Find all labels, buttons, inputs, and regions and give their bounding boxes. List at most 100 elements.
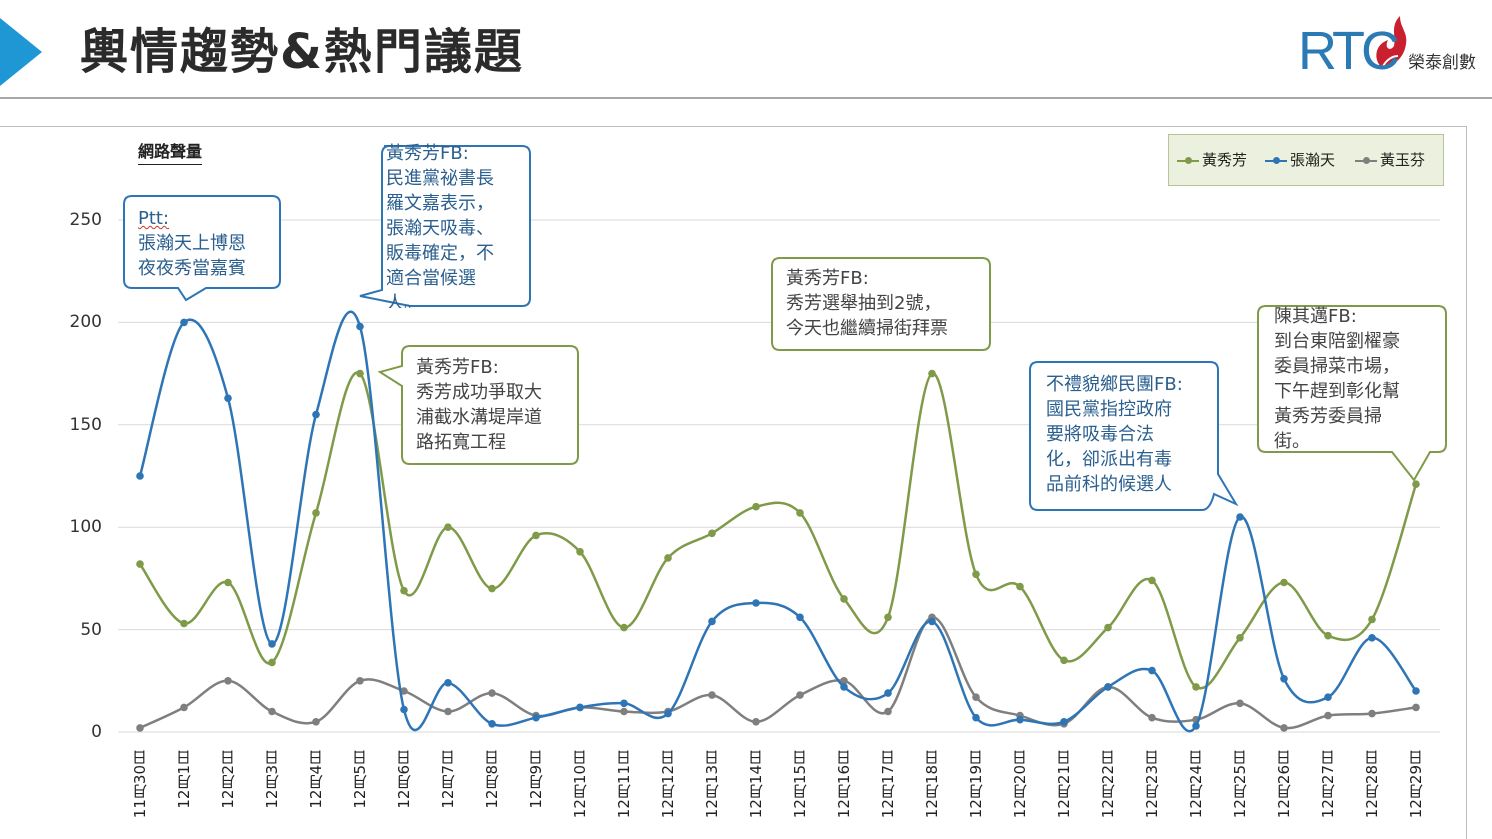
legend-line-icon xyxy=(1355,156,1377,164)
data-point xyxy=(796,691,804,699)
data-point xyxy=(576,703,584,712)
data-point xyxy=(488,584,496,593)
data-point xyxy=(972,570,980,579)
chart-legend: 黃秀芳 張瀚天 黃玉芬 xyxy=(1168,134,1444,186)
legend-item-huang-xiufang: 黃秀芳 xyxy=(1177,149,1247,170)
data-point xyxy=(708,691,716,699)
callout-text: 秀芳選舉抽到2號， 今天也繼續掃街拜票 xyxy=(786,293,948,339)
callout-fb-2: 黃秀芳FB: 秀芳成功爭取大 浦截水溝堤岸道 路拓寬工程 xyxy=(416,355,576,457)
callout-bubble-fb-1 xyxy=(359,145,531,307)
data-point xyxy=(136,724,144,732)
legend-item-zhang-hantian: 張瀚天 xyxy=(1265,149,1335,170)
series-line-huang-yufen xyxy=(139,616,1417,730)
data-point xyxy=(664,554,672,562)
y-tick-label: 150 xyxy=(69,415,102,435)
data-point xyxy=(356,322,364,331)
y-axis-label: 網路聲量 xyxy=(138,138,203,165)
data-point xyxy=(268,707,276,716)
data-point xyxy=(840,683,848,691)
data-point xyxy=(224,394,232,403)
data-point xyxy=(356,369,364,378)
data-point xyxy=(224,677,232,685)
x-tick-label: 12月21日 xyxy=(1055,750,1073,819)
callout-source: 黃秀芳FB: xyxy=(386,143,469,164)
data-point xyxy=(312,509,320,517)
callout-source: 陳其邁FB: xyxy=(1274,306,1357,327)
x-tick-label: 12月26日 xyxy=(1275,750,1293,819)
x-tick-label: 12月7日 xyxy=(439,750,457,809)
callout-ptt: Ptt: 張瀚天上博恩 夜夜秀當嘉賓 xyxy=(138,206,278,282)
data-point xyxy=(928,617,936,626)
data-point xyxy=(708,617,716,626)
data-point xyxy=(840,677,848,685)
x-tick-label: 12月13日 xyxy=(703,750,721,819)
y-tick-label: 250 xyxy=(69,210,102,230)
data-point xyxy=(1324,631,1332,640)
data-point xyxy=(1016,582,1024,591)
x-tick-label: 12月6日 xyxy=(395,750,413,809)
x-tick-label: 12月2日 xyxy=(219,750,237,809)
legend-line-icon xyxy=(1265,156,1287,164)
x-tick-label: 12月19日 xyxy=(967,750,985,819)
data-point xyxy=(1324,693,1332,701)
y-tick-label: 100 xyxy=(69,517,102,537)
data-point xyxy=(1060,718,1068,726)
callout-text: 張瀚天上博恩 夜夜秀當嘉賓 xyxy=(138,233,246,279)
x-tick-label: 11月30日 xyxy=(131,750,149,819)
data-point xyxy=(180,619,188,628)
data-point xyxy=(1016,715,1024,724)
series-line-zhang-hantian xyxy=(138,310,1418,733)
data-point xyxy=(1412,687,1420,695)
callout-text: 民進黨祕書長 羅文嘉表示， 張瀚天吸毒、 販毒確定，不 適合當候選 人。 xyxy=(386,168,494,308)
data-point xyxy=(620,707,628,716)
data-point xyxy=(884,689,892,697)
data-point xyxy=(1280,578,1288,587)
data-point xyxy=(444,707,452,716)
data-point xyxy=(928,369,936,378)
x-tick-label: 12月9日 xyxy=(527,750,545,809)
x-tick-label: 12月16日 xyxy=(835,750,853,819)
data-point xyxy=(1236,699,1244,708)
data-point xyxy=(180,703,188,712)
data-point xyxy=(1236,634,1244,642)
legend-item-huang-yufen: 黃玉芬 xyxy=(1355,149,1425,170)
data-point xyxy=(268,658,276,667)
data-point xyxy=(1368,709,1376,718)
y-tick-label: 0 xyxy=(91,722,102,742)
data-point xyxy=(1192,722,1200,730)
data-point xyxy=(1368,615,1376,624)
data-point xyxy=(532,531,540,540)
x-tick-label: 12月24日 xyxy=(1187,750,1205,819)
data-point xyxy=(752,502,760,511)
data-point xyxy=(884,707,892,716)
x-tick-label: 12月15日 xyxy=(791,750,809,819)
logo-wordmark: RTC xyxy=(1298,21,1400,81)
data-point xyxy=(1148,713,1156,722)
x-tick-label: 12月10日 xyxy=(571,750,589,819)
data-point xyxy=(796,509,804,517)
x-tick-label: 12月28日 xyxy=(1363,750,1381,819)
callout-source: 不禮貌鄉民團FB: xyxy=(1046,374,1183,395)
x-tick-label: 12月14日 xyxy=(747,750,765,819)
data-point xyxy=(576,548,584,556)
callout-fb-3: 黃秀芳FB: 秀芳選舉抽到2號， 今天也繼續掃街拜票 xyxy=(786,266,986,346)
data-point xyxy=(356,677,364,685)
callout-fb-4: 不禮貌鄉民團FB: 國民黨指控政府 要將吸毒合法 化，卻派出有毒 品前科的候選人 xyxy=(1046,372,1206,502)
x-tick-label: 12月18日 xyxy=(923,750,941,819)
data-point xyxy=(1104,683,1112,691)
data-point xyxy=(400,687,408,695)
callout-fb-5: 陳其邁FB: 到台東陪劉櫂豪 委員掃菜市場， 下午趕到彰化幫 黃秀芳委員掃 街。 xyxy=(1274,304,1442,456)
data-point xyxy=(136,560,144,568)
callout-source: 黃秀芳FB: xyxy=(786,268,869,289)
data-point xyxy=(444,679,452,687)
data-point xyxy=(224,578,232,587)
data-point xyxy=(752,599,760,607)
data-point xyxy=(972,693,980,701)
data-point xyxy=(312,718,320,726)
x-tick-label: 12月8日 xyxy=(483,750,501,809)
brand-logo: RTC 榮泰創數 xyxy=(1296,10,1492,82)
callout-text: 秀芳成功爭取大 浦截水溝堤岸道 路拓寬工程 xyxy=(416,382,542,453)
series-line-huang-xiufang xyxy=(138,371,1418,690)
logo-flame-icon xyxy=(1376,16,1407,69)
